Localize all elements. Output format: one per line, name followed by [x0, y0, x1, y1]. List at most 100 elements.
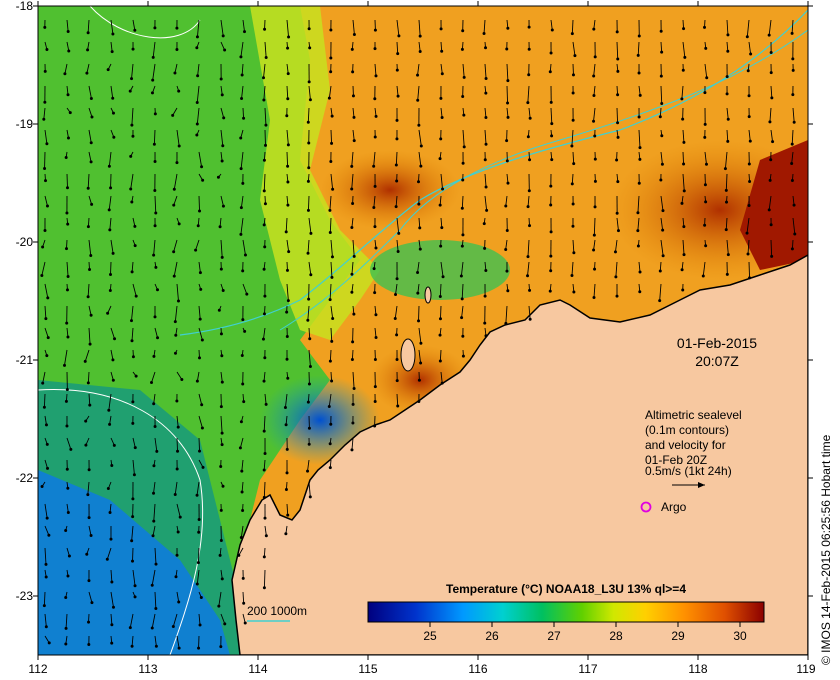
velocity-arrow [593, 239, 596, 251]
velocity-arrow-head [661, 209, 665, 213]
velocity-arrow-head [440, 381, 444, 385]
velocity-arrow [108, 393, 112, 411]
velocity-arrow-head [328, 230, 332, 234]
velocity-arrow-head [704, 200, 708, 204]
velocity-arrow-head [47, 533, 51, 537]
velocity-arrow-head [283, 405, 287, 409]
velocity-arrow [484, 129, 487, 145]
velocity-arrow-head [150, 381, 154, 385]
velocity-arrow-head [306, 251, 310, 255]
velocity-arrow-head [440, 226, 444, 230]
velocity-arrow-head [570, 144, 574, 148]
velocity-arrow-head [111, 96, 115, 100]
velocity-arrow-head [351, 94, 355, 98]
lat-tick-label: -18 [16, 0, 34, 13]
velocity-arrow-head [65, 467, 69, 471]
velocity-arrow-head [394, 205, 398, 209]
velocity-arrow [484, 195, 488, 211]
velocity-arrow-head [330, 339, 334, 343]
velocity-arrow [176, 635, 180, 649]
velocity-arrow-head [307, 382, 311, 386]
velocity-arrow [132, 459, 135, 475]
velocity-arrow-head [462, 145, 466, 149]
velocity-arrow-head [40, 484, 44, 488]
velocity-arrow-head [242, 400, 246, 404]
velocity-arrow-head [416, 291, 420, 295]
velocity-arrow [153, 393, 156, 404]
velocity-arrow-head [549, 269, 553, 273]
velocity-arrow [748, 261, 751, 278]
colorbar-tick-label: 29 [671, 629, 685, 643]
velocity-arrow-head [86, 225, 90, 229]
velocity-arrow-head [616, 229, 620, 233]
velocity-arrow-head [526, 274, 530, 278]
velocity-arrow-head [528, 158, 532, 162]
velocity-arrow [308, 327, 311, 339]
velocity-arrow-head [41, 381, 45, 385]
velocity-arrow-head [615, 294, 619, 298]
velocity-arrow-head [570, 32, 574, 36]
velocity-arrow [154, 327, 158, 338]
velocity-arrow [418, 239, 421, 250]
velocity-arrow-head [88, 403, 92, 407]
velocity-arrow-head [219, 645, 223, 649]
velocity-arrow [264, 41, 267, 58]
velocity-arrow [131, 635, 134, 647]
velocity-arrow [242, 239, 246, 256]
velocity-arrow-head [441, 187, 445, 191]
velocity-arrow-head [395, 379, 399, 383]
velocity-arrow-head [65, 211, 69, 215]
velocity-arrow-head [175, 553, 179, 557]
velocity-arrow [198, 151, 203, 167]
velocity-arrow [505, 195, 508, 207]
velocity-arrow-head [570, 182, 574, 186]
velocity-arrow [242, 283, 248, 295]
velocity-arrow-head [571, 202, 575, 206]
velocity-arrow-head [350, 225, 354, 229]
velocity-scale-arrowhead [698, 482, 705, 488]
velocity-arrow-head [286, 203, 290, 207]
velocity-arrow-head [307, 27, 311, 31]
velocity-arrow-head [178, 515, 182, 519]
velocity-arrow-head [87, 643, 91, 647]
velocity-arrow-head [307, 80, 311, 84]
velocity-arrow-head [616, 180, 620, 184]
velocity-arrow [418, 41, 421, 52]
velocity-arrow-head [747, 115, 751, 119]
velocity-arrow-head [42, 117, 46, 121]
velocity-arrow-head [66, 136, 70, 140]
velocity-arrow [571, 19, 574, 34]
velocity-arrow [131, 63, 134, 79]
velocity-arrow-head [200, 403, 204, 407]
velocity-arrow-head [350, 290, 354, 294]
velocity-arrow [110, 349, 114, 360]
velocity-arrow [220, 85, 223, 95]
velocity-arrow-head [219, 464, 223, 468]
velocity-arrow-head [416, 270, 420, 274]
velocity-arrow-head [460, 47, 464, 51]
velocity-arrow [197, 63, 200, 76]
velocity-arrow [151, 613, 156, 629]
velocity-arrow [195, 239, 200, 251]
velocity-arrow-head [113, 337, 117, 341]
velocity-arrow-head [221, 289, 225, 293]
velocity-arrow [240, 525, 244, 538]
velocity-arrow [154, 635, 157, 647]
velocity-arrow-head [726, 33, 730, 37]
velocity-arrow-head [66, 274, 70, 278]
velocity-arrow-head [306, 400, 310, 404]
velocity-arrow [220, 415, 223, 434]
velocity-arrow-head [330, 255, 334, 259]
velocity-arrow-head [111, 358, 115, 362]
velocity-arrow-head [790, 162, 794, 166]
velocity-arrow-head [373, 135, 377, 139]
velocity-arrow-head [112, 443, 116, 447]
velocity-arrow-head [45, 204, 49, 208]
velocity-arrow-head [66, 511, 70, 515]
velocity-arrow-head [286, 164, 290, 168]
velocity-arrow-head [112, 135, 116, 139]
velocity-arrow [263, 63, 266, 78]
velocity-arrow-head [130, 123, 134, 127]
velocity-arrow-head [43, 167, 47, 171]
